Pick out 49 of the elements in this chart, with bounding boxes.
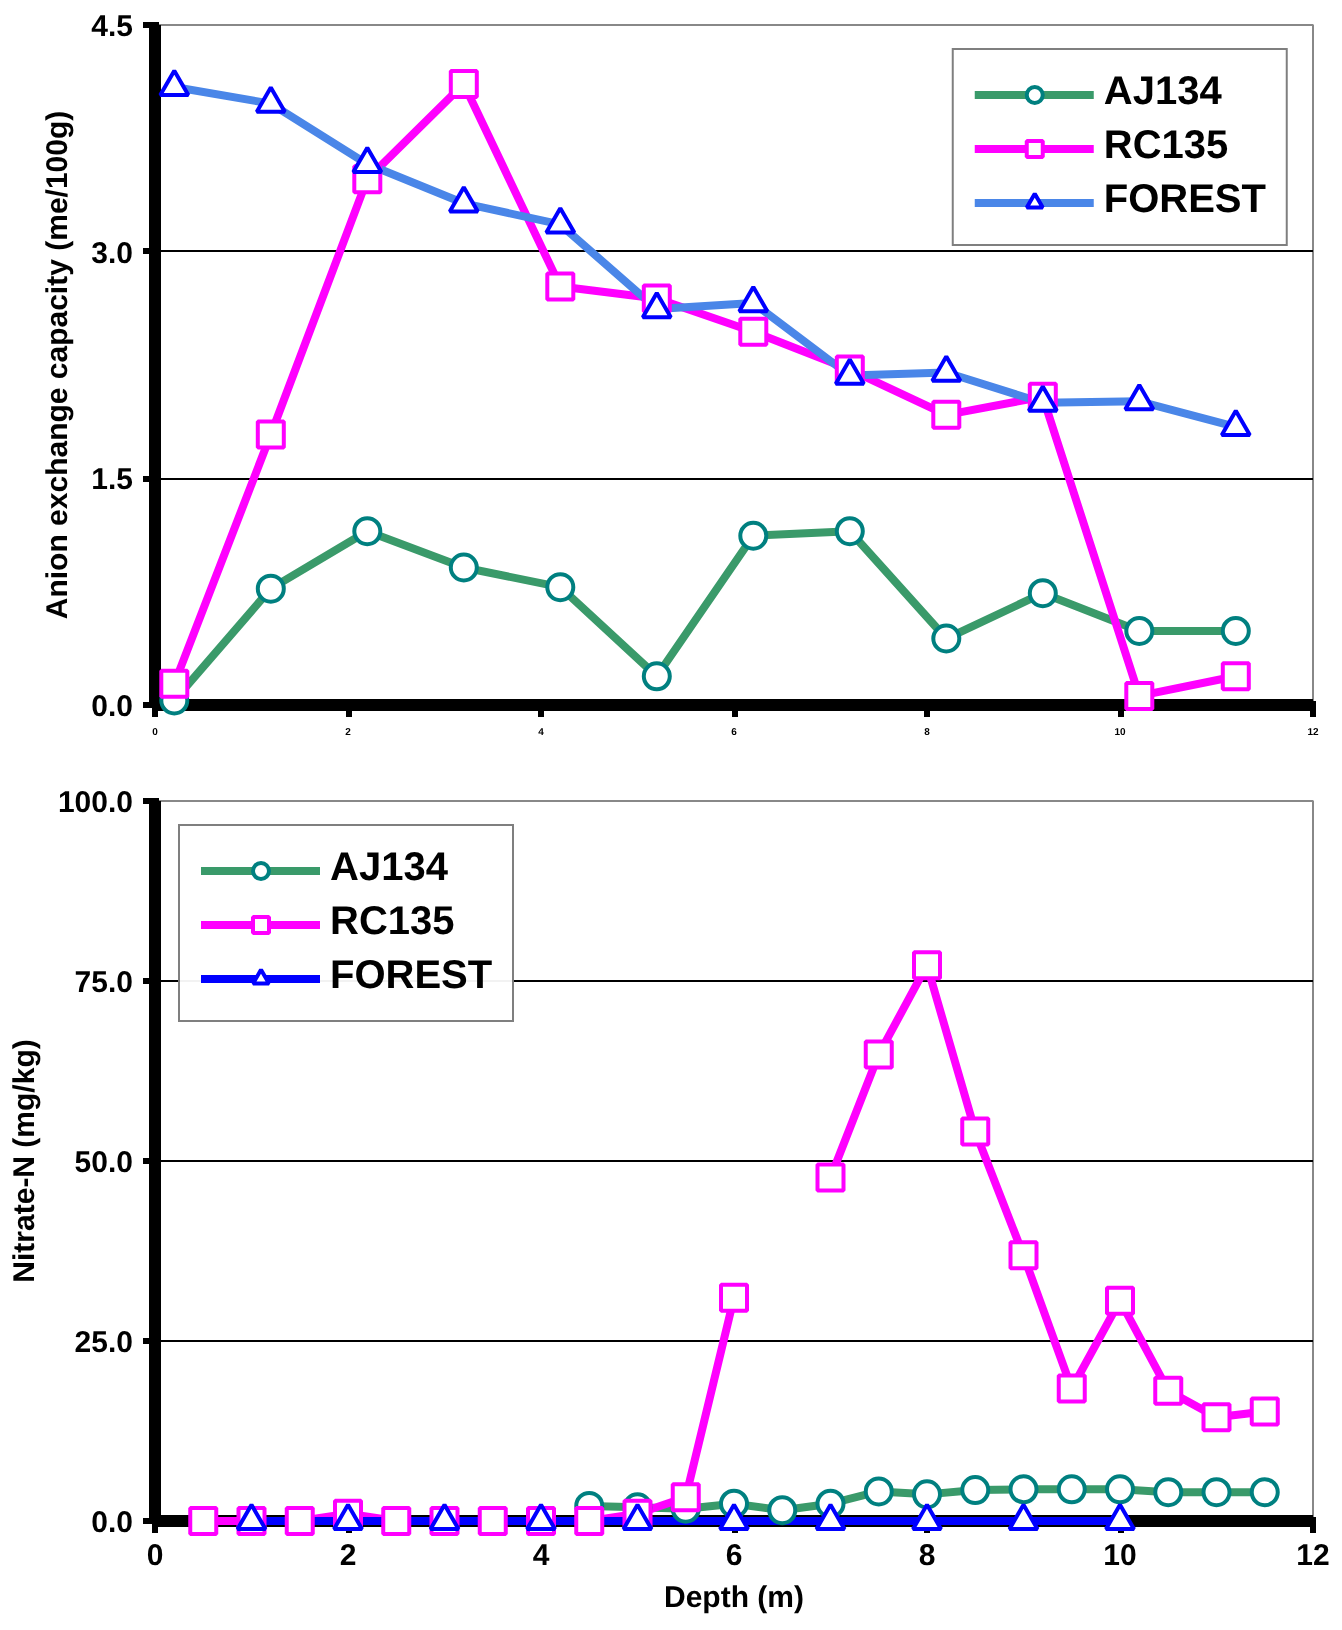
point <box>1201 1402 1232 1433</box>
point <box>545 271 576 302</box>
x-tick-label: 2 <box>339 1539 357 1573</box>
x-tick-label: 0 <box>146 1539 164 1573</box>
point <box>670 1482 701 1513</box>
y-tick-label: 4.5 <box>91 10 134 44</box>
legend-label: FOREST <box>1103 178 1266 224</box>
y-tick-label: 50.0 <box>74 1146 134 1180</box>
x-tick-label: 4 <box>532 1539 551 1573</box>
x-tick-label: 8 <box>918 1539 936 1573</box>
x-axis-title: Depth (m) <box>664 1581 805 1615</box>
x-tick-label: 12 <box>1296 1539 1330 1573</box>
y-tick-label: 0.0 <box>91 690 134 724</box>
point <box>1124 680 1155 711</box>
point <box>863 1039 894 1070</box>
point <box>574 1506 605 1536</box>
point <box>1153 1375 1184 1406</box>
legend-label: RC135 <box>330 900 455 946</box>
point <box>912 950 942 981</box>
point <box>477 1506 508 1536</box>
y-tick-label: 3.0 <box>91 236 134 271</box>
point <box>381 1506 412 1536</box>
y-tick-label: 100.0 <box>57 786 134 820</box>
y-axis-title: Anion exchange capacity (me/100g) <box>41 110 76 620</box>
x-tick-label: 10 <box>1103 1539 1137 1573</box>
legend-label: FOREST <box>330 954 493 1000</box>
point <box>188 1506 219 1536</box>
point <box>159 668 190 699</box>
point <box>738 316 769 347</box>
legend-label: AJ134 <box>1103 70 1222 116</box>
point <box>931 399 962 430</box>
y-tick-label: 25.0 <box>74 1326 134 1360</box>
y-tick-label: 1.5 <box>91 463 134 498</box>
point <box>719 1282 749 1313</box>
y-tick-label: 75.0 <box>74 966 134 1000</box>
point <box>815 1162 846 1193</box>
x-tick-label: 6 <box>725 1539 743 1573</box>
point <box>960 1116 991 1147</box>
point <box>1056 1373 1087 1404</box>
point <box>1220 661 1251 692</box>
y-tick-label: 0.0 <box>91 1506 134 1540</box>
y-axis-title: Nitrate-N (mg/kg) <box>7 1039 42 1283</box>
point <box>255 419 286 450</box>
point <box>284 1506 315 1536</box>
legend-label: AJ134 <box>330 846 448 892</box>
point <box>1008 1240 1039 1271</box>
point <box>1249 1396 1280 1427</box>
point <box>1105 1285 1135 1316</box>
legend-label: RC135 <box>1103 124 1229 170</box>
